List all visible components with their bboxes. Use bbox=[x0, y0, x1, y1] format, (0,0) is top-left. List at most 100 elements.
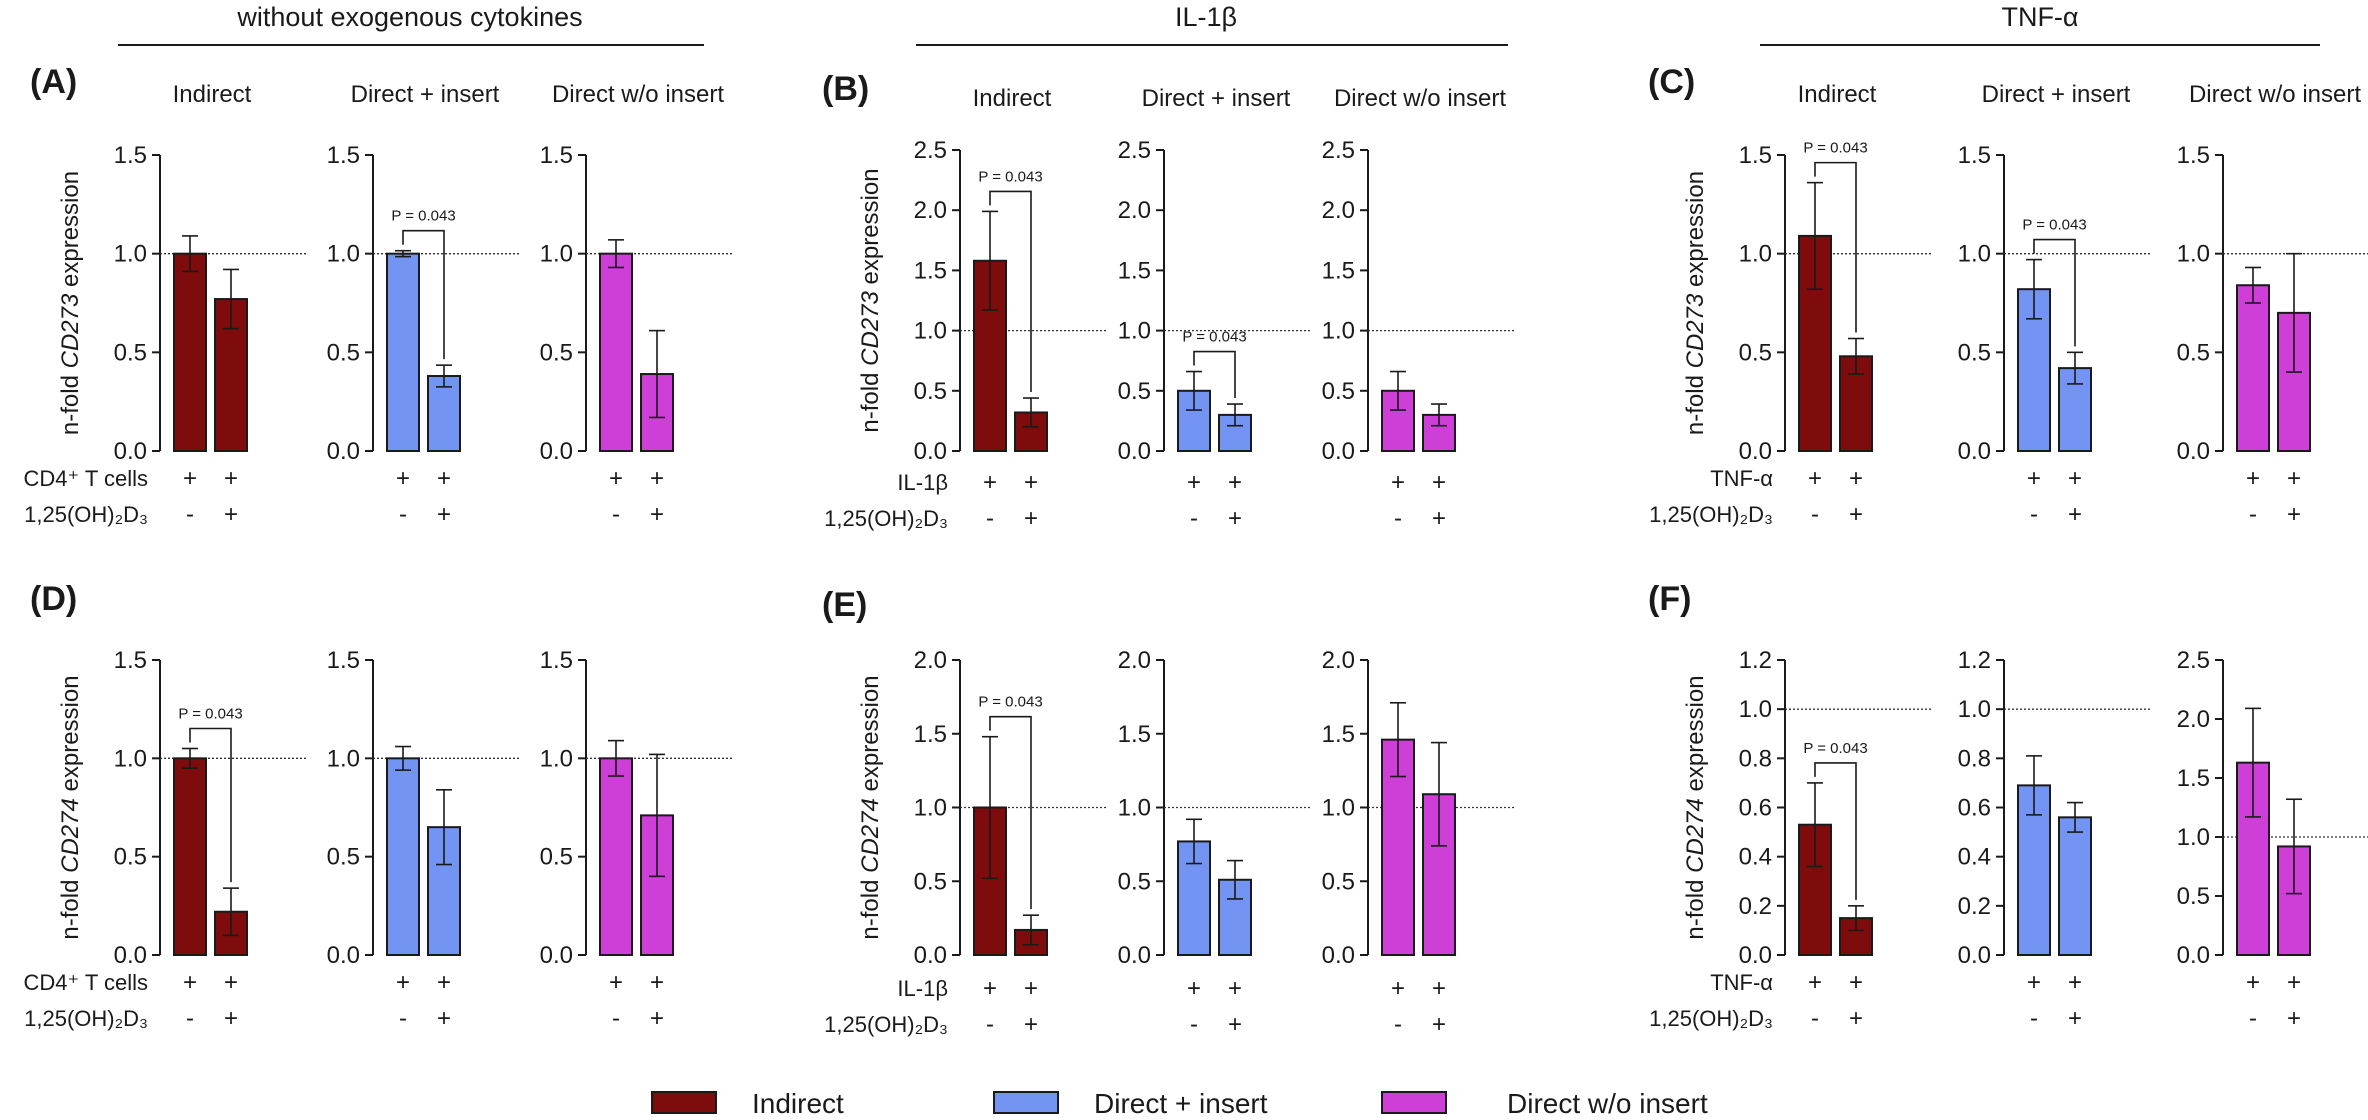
treatment-sign: + bbox=[396, 465, 410, 492]
treatment-sign: - bbox=[2249, 501, 2257, 528]
legend-label-direct-insert: Direct + insert bbox=[1094, 1088, 1268, 1119]
subplot-title: Direct + insert bbox=[1142, 85, 1291, 112]
treatment-sign: + bbox=[2287, 969, 2301, 996]
p-value-label: P = 0.043 bbox=[978, 694, 1042, 711]
legend-label-indirect: Indirect bbox=[752, 1088, 844, 1119]
y-tick-label: 1.2 bbox=[1739, 647, 1772, 674]
y-tick-label: 0.6 bbox=[1739, 795, 1772, 822]
bar-control bbox=[599, 252, 633, 452]
treatment-sign: + bbox=[1187, 975, 1201, 1002]
legend-swatch-indirect bbox=[651, 1091, 717, 1114]
y-tick-label: 1.2 bbox=[1958, 647, 1991, 674]
y-tick-label: 1.5 bbox=[2177, 765, 2210, 792]
treatment-sign: + bbox=[1024, 505, 1038, 532]
y-tick-label: 1.5 bbox=[327, 647, 360, 674]
subplot-direct-insert: Direct + insert 0.0 0.5 1.0 1.5 2.0 2.5 P = 0.0… bbox=[1118, 85, 1312, 532]
legend: Indirect Direct + insert Direct w/o inse… bbox=[651, 1088, 1708, 1119]
y-tick-label: 1.0 bbox=[1322, 318, 1355, 345]
row-label-vitamin-d: 1,25(OH)₂D₃ bbox=[824, 506, 948, 531]
y-axis-label: n-fold CD274 expression bbox=[857, 675, 884, 939]
subplot-direct-insert: 0.0 0.2 0.4 0.6 0.8 1.0 1.2 + + - + bbox=[1958, 647, 2152, 1032]
significance-bracket bbox=[989, 190, 1032, 393]
treatment-sign: + bbox=[2287, 465, 2301, 492]
treatment-sign: + bbox=[1391, 469, 1405, 496]
legend-swatch-direct-insert bbox=[993, 1091, 1059, 1114]
y-tick-label: 0.0 bbox=[1958, 438, 1991, 465]
significance-bracket bbox=[1193, 350, 1236, 399]
y-axis-label: n-fold CD274 expression bbox=[1682, 675, 1709, 939]
y-tick-label: 1.5 bbox=[1322, 257, 1355, 284]
treatment-sign: + bbox=[2068, 465, 2082, 492]
y-tick-label: 2.5 bbox=[1322, 137, 1355, 164]
y-tick-label: 1.0 bbox=[914, 795, 947, 822]
row-label-treatment: CD4⁺ T cells bbox=[23, 466, 148, 491]
treatment-sign: + bbox=[1391, 975, 1405, 1002]
treatment-sign: - bbox=[186, 501, 194, 528]
treatment-sign: + bbox=[1849, 969, 1863, 996]
significance-bracket bbox=[2033, 238, 2076, 347]
treatment-sign: - bbox=[1811, 1005, 1819, 1032]
y-tick-label: 0.0 bbox=[2177, 942, 2210, 969]
treatment-sign: + bbox=[1849, 501, 1863, 528]
subplot-direct-wo-insert: 0.0 0.5 1.0 1.5 2.0 2.5 + + - + bbox=[2177, 647, 2368, 1032]
significance-bracket bbox=[1814, 762, 1857, 900]
subplot-direct-insert: Direct + insert 0.0 0.5 1.0 1.5 P = 0.043 + + - + bbox=[327, 81, 521, 528]
y-tick-label: 0.0 bbox=[540, 942, 573, 969]
treatment-sign: + bbox=[1228, 505, 1242, 532]
subplot-title: Direct + insert bbox=[351, 81, 500, 108]
row-label-treatment: IL-1β bbox=[897, 976, 948, 1001]
y-axis-label: n-fold CD273 expression bbox=[1682, 171, 1709, 435]
significance-bracket bbox=[402, 229, 445, 360]
y-tick-label: 2.0 bbox=[1322, 197, 1355, 224]
subplot-direct-insert: 0.0 0.5 1.0 1.5 2.0 + + - + bbox=[1118, 647, 1312, 1038]
subplot-indirect: 0.0 0.2 0.4 0.6 0.8 1.0 1.2 P = 0.043 + + - + bbox=[1739, 647, 1933, 1032]
y-tick-label: 1.0 bbox=[1958, 241, 1991, 268]
y-tick-label: 0.5 bbox=[1118, 378, 1151, 405]
y-tick-label: 0.5 bbox=[1118, 868, 1151, 895]
bar-control bbox=[386, 252, 420, 452]
treatment-sign: - bbox=[2249, 1005, 2257, 1032]
y-tick-label: 1.0 bbox=[540, 745, 573, 772]
significance-bracket bbox=[989, 715, 1032, 910]
legend-swatch-direct-wo-insert bbox=[1381, 1091, 1447, 1114]
panel-letter: (B) bbox=[822, 70, 869, 108]
subplot-direct-wo-insert: Direct w/o insert 0.0 0.5 1.0 1.5 2.0 2.5 + + - + bbox=[1322, 85, 1516, 532]
subplot-direct-wo-insert: Direct w/o insert 0.0 0.5 1.0 1.5 + + - + bbox=[540, 81, 734, 528]
y-tick-label: 0.0 bbox=[914, 438, 947, 465]
y-tick-label: 1.5 bbox=[1118, 257, 1151, 284]
treatment-sign: - bbox=[399, 501, 407, 528]
y-tick-label: 0.8 bbox=[1739, 745, 1772, 772]
treatment-sign: - bbox=[1190, 505, 1198, 532]
treatment-sign: + bbox=[1432, 1011, 1446, 1038]
y-tick-label: 0.5 bbox=[1958, 339, 1991, 366]
treatment-sign: - bbox=[1394, 1011, 1402, 1038]
treatment-sign: + bbox=[437, 501, 451, 528]
y-tick-label: 1.0 bbox=[914, 318, 947, 345]
bar-control bbox=[173, 252, 207, 452]
p-value-label: P = 0.043 bbox=[1803, 740, 1867, 757]
treatment-sign: + bbox=[2287, 1005, 2301, 1032]
y-tick-label: 1.0 bbox=[114, 241, 147, 268]
y-tick-label: 0.5 bbox=[1322, 378, 1355, 405]
y-tick-label: 1.0 bbox=[327, 241, 360, 268]
p-value-label: P = 0.043 bbox=[2022, 217, 2086, 234]
y-tick-label: 0.5 bbox=[914, 378, 947, 405]
y-tick-label: 1.0 bbox=[1322, 795, 1355, 822]
treatment-sign: - bbox=[399, 1005, 407, 1032]
y-tick-label: 0.4 bbox=[1958, 844, 1991, 871]
treatment-sign: + bbox=[224, 969, 238, 996]
y-tick-label: 1.0 bbox=[2177, 241, 2210, 268]
panel-letter: (D) bbox=[30, 580, 77, 618]
treatment-sign: + bbox=[437, 969, 451, 996]
y-tick-label: 0.0 bbox=[1322, 438, 1355, 465]
treatment-sign: + bbox=[2068, 969, 2082, 996]
treatment-sign: + bbox=[1024, 469, 1038, 496]
y-tick-label: 0.2 bbox=[1739, 893, 1772, 920]
y-tick-label: 0.5 bbox=[114, 339, 147, 366]
treatment-sign: + bbox=[609, 969, 623, 996]
y-axis-label: n-fold CD274 expression bbox=[57, 675, 84, 939]
row-label-vitamin-d: 1,25(OH)₂D₃ bbox=[1649, 502, 1773, 527]
subplot-direct-insert: Direct + insert 0.0 0.5 1.0 1.5 P = 0.043 + + - + bbox=[1958, 81, 2152, 528]
subplot-direct-wo-insert: 0.0 0.5 1.0 1.5 + + - + bbox=[540, 647, 734, 1032]
treatment-sign: - bbox=[1394, 505, 1402, 532]
